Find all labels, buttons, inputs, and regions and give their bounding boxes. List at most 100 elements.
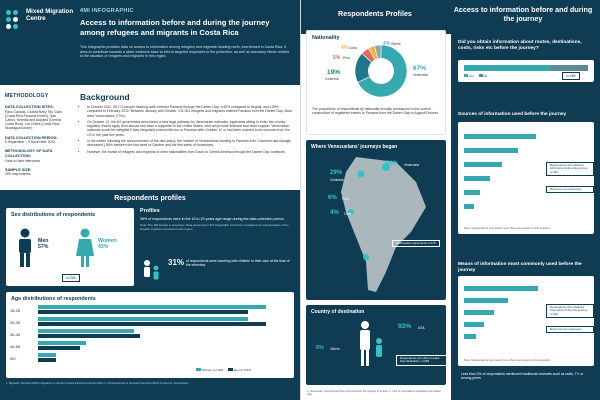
age-distribution-title: Age distributions of respondents bbox=[11, 296, 96, 302]
access-information-title: Access to information before and during … bbox=[453, 5, 593, 23]
destination-others-label: Others bbox=[330, 347, 340, 351]
sources-title: Sources of information used before the j… bbox=[458, 112, 567, 117]
sources-common-box: Most common responses bbox=[546, 186, 594, 194]
map-venezuela-pct: 59% bbox=[386, 161, 399, 167]
nationality-cuba-pct: 4% bbox=[341, 45, 349, 51]
profiles-title: Profiles bbox=[140, 208, 160, 214]
age-bar-men bbox=[38, 334, 140, 338]
woman-icon bbox=[76, 228, 94, 267]
map-colombia-label: Colombia bbox=[330, 178, 344, 182]
map-peru-label: Peru bbox=[342, 197, 349, 201]
destination-title: Country of destination bbox=[311, 309, 365, 315]
logo-name: Mixed Migration Centre bbox=[26, 8, 74, 22]
page-title: Access to information before and during … bbox=[80, 18, 270, 37]
background-list: In October 2022, 59,773 people heading n… bbox=[80, 105, 294, 154]
nationality-others-label: Others bbox=[391, 42, 401, 46]
age-category-label: 18-25 bbox=[10, 308, 21, 313]
methodology-value: 9 September – 9 November 2022 bbox=[5, 140, 56, 145]
map-peru-pct: 6% bbox=[328, 195, 337, 201]
men-label: Men 57% bbox=[38, 238, 48, 250]
women-percentage: 43% bbox=[98, 244, 109, 250]
methodology-label: DATA COLLECTION PERIOD: bbox=[5, 135, 58, 140]
journey-sample-box: Venezuelan respondents n=178 bbox=[392, 240, 440, 248]
map-pin-colombia bbox=[357, 170, 365, 178]
map-colombia-pct: 29% bbox=[330, 170, 343, 176]
sex-distribution-title: Sex distributions of respondents bbox=[11, 212, 96, 218]
journey-title: Where Venezuelans' journeys began bbox=[311, 144, 398, 150]
sources-sample-box: Respondents who obtained information bef… bbox=[546, 162, 594, 177]
sources-chart-card: Respondents who obtained information bef… bbox=[458, 122, 594, 234]
means-common-box: Most common responses bbox=[546, 326, 594, 334]
age-bar-men bbox=[38, 346, 80, 350]
background-title: Background bbox=[80, 92, 130, 102]
means-bar-chart bbox=[464, 286, 538, 339]
nationality-cuba-label: Cuba bbox=[349, 46, 357, 50]
map-pin-peru bbox=[348, 209, 354, 215]
methodology-item: DATA COLLECTION PERIOD: 9 September – 9 … bbox=[5, 136, 67, 145]
destination-usa-pct: 93% bbox=[398, 323, 412, 330]
methodology-item: METHODOLOGY OF DATA COLLECTION: Face-to-… bbox=[5, 149, 67, 162]
age-bar-men bbox=[38, 310, 248, 314]
age-distribution-chart: 18-25 26-35 36-45 46-55 56+ bbox=[10, 305, 266, 362]
background-bullet: However, the transit of refugees and mig… bbox=[87, 150, 294, 154]
sources-note: Note: Respondents may select more than o… bbox=[464, 226, 551, 230]
age-category-label: 46-55 bbox=[10, 344, 21, 349]
question-before-journey: Did you obtain information about routes,… bbox=[458, 40, 582, 51]
man-icon bbox=[19, 228, 31, 267]
background-bullet: In October 2022, 59,773 people heading n… bbox=[87, 105, 294, 118]
age-bar-women bbox=[38, 317, 248, 321]
info-before-journey-card: Yes No n=269 bbox=[458, 60, 594, 82]
methodology-value: Paso Canoas, Ciudad Neily, Rio Claro (Co… bbox=[5, 109, 63, 131]
map-chile-label: Chile bbox=[344, 212, 352, 216]
family-walking-icon bbox=[360, 321, 382, 366]
age-category-label: 36-45 bbox=[10, 332, 21, 337]
means-bullet: Less than 2% of respondents mentioned tr… bbox=[461, 372, 584, 381]
nationality-peru-pct: 5% bbox=[333, 55, 341, 61]
age-category-label: 26-35 bbox=[10, 320, 21, 325]
methodology-label: DATA COLLECTION SITES: bbox=[5, 105, 54, 109]
sources-bar-chart bbox=[464, 134, 536, 209]
profiles-bullet: 36% of respondents were in the 18 to 25 … bbox=[140, 217, 285, 221]
nationality-colombia-pct: 19% bbox=[327, 69, 341, 76]
pie-hole bbox=[368, 58, 394, 84]
methodology-label: METHODOLOGY OF DATA COLLECTION: bbox=[5, 149, 53, 158]
age-bar-women bbox=[38, 341, 86, 345]
legend-swatch-no bbox=[478, 74, 483, 77]
nationality-card: Nationality 67% Venezuela 19% Colombia 5… bbox=[306, 30, 446, 135]
respondents-profiles-title: Respondents profiles bbox=[114, 195, 186, 202]
destination-usa-label: USA bbox=[418, 326, 425, 330]
age-legend: Women (n=115) Men (n=154) bbox=[196, 368, 251, 372]
legend-yes: Yes bbox=[468, 74, 474, 78]
destination-others-pct: 5% bbox=[316, 345, 324, 351]
nationality-venezuela-pct: 67% bbox=[413, 65, 427, 72]
women-label-text: Women bbox=[98, 238, 117, 244]
map-venezuela-label: Venezuela bbox=[404, 163, 419, 167]
respondents-profiles-title-2: Respondents Profiles bbox=[338, 9, 412, 18]
legend-swatch-yes bbox=[464, 74, 468, 77]
men-percentage: 57% bbox=[38, 244, 49, 250]
age-category-label: 56+ bbox=[10, 356, 17, 361]
south-america-map bbox=[341, 157, 426, 292]
yes-no-bar bbox=[464, 65, 588, 71]
means-note: Note: Respondents may select more than o… bbox=[464, 358, 551, 362]
bar-yes bbox=[464, 65, 550, 71]
methodology-heading: METHODOLOGY bbox=[5, 93, 49, 99]
south-america-shape bbox=[341, 157, 426, 292]
profiles-note: Note: The 4Mi sample is purposive. Data … bbox=[140, 223, 289, 231]
respondents-profiles-section: Respondents profiles Sex distributions o… bbox=[0, 190, 300, 400]
yes-no-legend: Yes No bbox=[464, 74, 487, 78]
background-bullet: In the weeks following the announcement … bbox=[87, 139, 294, 148]
q1-sample-box: n=269 bbox=[562, 72, 580, 80]
legend-swatch-men bbox=[228, 368, 234, 371]
age-bar-women bbox=[38, 305, 266, 309]
age-bar-men bbox=[38, 358, 56, 362]
age-bar-women bbox=[38, 353, 56, 357]
infographic-page-2: Respondents Profiles Access to informati… bbox=[300, 0, 600, 400]
map-pin-venezuela bbox=[382, 163, 390, 171]
journey-map-card: Where Venezuelans' journeys began 59% Ve… bbox=[306, 140, 446, 300]
profiles-block: Profiles 36% of respondents were in the … bbox=[140, 208, 294, 286]
logo-dots-icon bbox=[6, 10, 26, 30]
page2-footer: 3. Venezuela, Colombia and Peru accounte… bbox=[307, 390, 442, 397]
travel-with-children-text: of respondents were traveling with child… bbox=[186, 259, 290, 268]
nationality-colombia-label: Colombia bbox=[325, 77, 339, 81]
